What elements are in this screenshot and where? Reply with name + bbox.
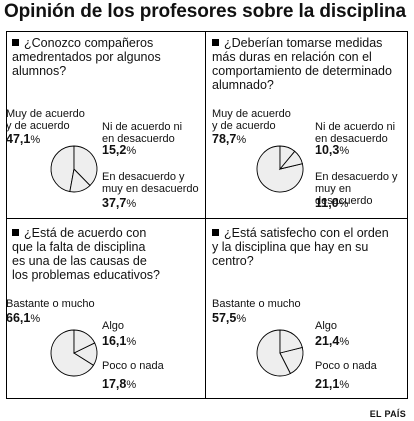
pie-chart-1	[50, 145, 98, 193]
slice-label-4-0: Bastante o mucho	[212, 298, 301, 310]
source-credit: EL PAÍS	[369, 409, 406, 419]
bullet-square-icon	[212, 39, 219, 46]
slice-value-3-1: 16,1%	[102, 334, 137, 348]
pie-4-slice-2	[279, 329, 303, 354]
bullet-square-icon	[212, 229, 219, 236]
bullet-square-icon	[12, 39, 19, 46]
slice-label-1-1: Ni de acuerdo ni en desacuerdo	[102, 121, 183, 145]
vertical-divider	[205, 31, 206, 399]
slice-value-4-1: 21,4%	[315, 334, 350, 348]
slice-label-2-1: Ni de acuerdo ni en desacuerdo	[315, 121, 396, 145]
slice-value-2-1: 10,3%	[315, 143, 350, 157]
pie-4-slice-0	[256, 329, 292, 377]
slice-value-1-2: 37,7%	[102, 196, 137, 210]
slice-value-3-0: 66,1%	[6, 311, 41, 325]
slice-label-2-0: Muy de acuerdo y de acuerdo	[212, 108, 291, 132]
slice-value-2-2: 11,0%	[315, 196, 349, 210]
pie-chart-2	[256, 145, 304, 193]
chart-frame	[6, 31, 408, 399]
pie-1-slice-0	[50, 145, 75, 193]
slice-value-1-0: 47,1%	[6, 132, 41, 146]
question-2: ¿Deberían tomarse medidas más duras en r…	[212, 36, 392, 92]
question-4: ¿Está satisfecho con el orden y la disci…	[212, 226, 389, 268]
slice-label-4-2: Poco o nada	[315, 360, 377, 372]
slice-label-2-2: En desacuerdo y muy en desacuerdo	[315, 171, 398, 207]
pie-chart-4	[256, 329, 304, 377]
slice-label-4-1: Algo	[315, 320, 338, 332]
slice-value-1-1: 15,2%	[102, 143, 137, 157]
pie-2-slice-2	[279, 145, 296, 171]
pie-3-slice-2	[73, 329, 96, 354]
horizontal-divider	[6, 218, 408, 219]
slice-label-3-1: Algo	[102, 320, 125, 332]
slice-value-2-0: 78,7%	[212, 132, 247, 146]
slice-value-4-2: 21,1%	[315, 377, 350, 391]
question-1: ¿Conozco compañeros amedrentados por alg…	[12, 36, 161, 78]
slice-value-3-2: 17,8%	[102, 377, 137, 391]
slice-label-1-0: Muy de acuerdo y de acuerdo	[6, 108, 85, 132]
bullet-square-icon	[12, 229, 19, 236]
slice-label-1-2: En desacuerdo y muy en desacuerdo	[102, 171, 199, 195]
page-title: Opinión de los profesores sobre la disci…	[4, 1, 406, 22]
question-3: ¿Está de acuerdo con que la falta de dis…	[12, 226, 160, 282]
pie-3-slice-0	[50, 329, 95, 377]
pie-1-slice-2	[73, 145, 98, 187]
pie-chart-3	[50, 329, 98, 377]
slice-label-3-0: Bastante o mucho	[6, 298, 95, 310]
slice-value-4-0: 57,5%	[212, 311, 247, 325]
slice-label-3-2: Poco o nada	[102, 360, 164, 372]
